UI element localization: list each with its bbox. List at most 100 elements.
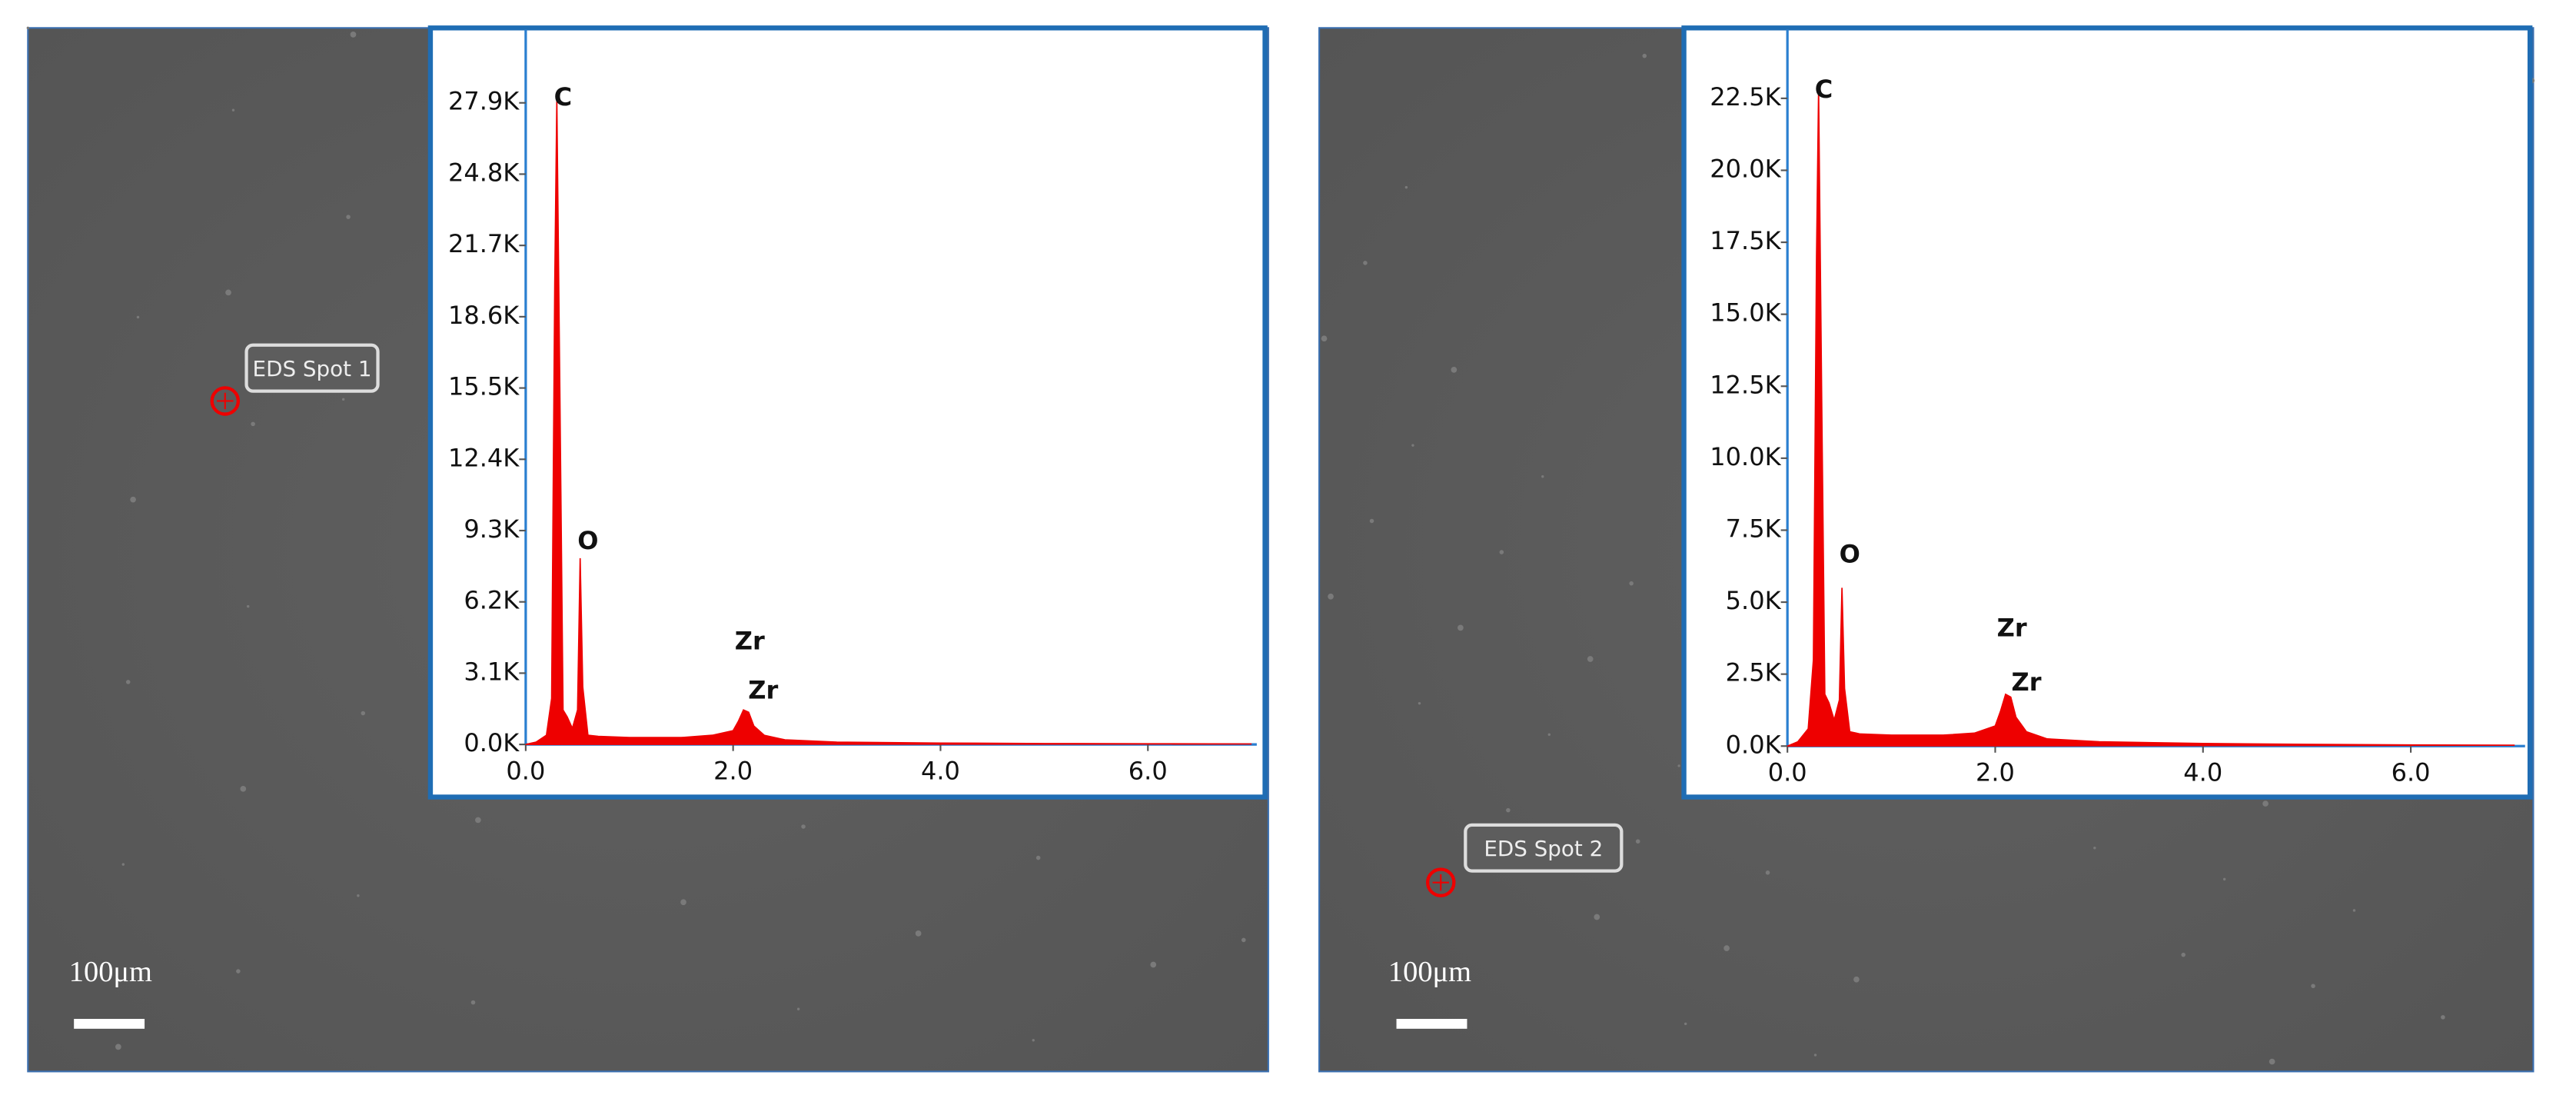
sem-speck — [1418, 701, 1421, 705]
sem-speck — [115, 1043, 121, 1050]
sem-speck — [225, 289, 231, 296]
y-tick-label: 12.5K — [1710, 370, 1781, 399]
peak-label: Zr — [1997, 614, 2027, 643]
sem-speck — [357, 894, 360, 897]
peak-label: C — [554, 82, 573, 111]
peak-label: O — [1840, 539, 1860, 568]
x-tick-label: 4.0 — [921, 756, 960, 785]
peak-label: Zr — [2012, 667, 2042, 697]
sem-speck — [1328, 593, 1334, 600]
sem-speck — [1241, 937, 1246, 943]
sem-speck — [915, 930, 922, 937]
y-tick-label: 20.0K — [1710, 154, 1781, 183]
sem-speck — [1547, 733, 1551, 737]
sem-speck — [125, 680, 131, 684]
y-tick-label: 17.5K — [1710, 226, 1781, 255]
sem-speck — [246, 604, 250, 608]
sem-speck — [2093, 847, 2096, 850]
y-tick-label: 24.8K — [448, 158, 520, 187]
sem-speck — [2311, 984, 2315, 989]
y-tick-label: 0.0K — [464, 728, 520, 757]
sem-speck — [680, 899, 686, 906]
x-tick-label: 6.0 — [2392, 758, 2431, 787]
sem-speck — [121, 863, 125, 866]
sem-speck — [26, 26, 30, 30]
spot-label: EDS Spot 2 — [1484, 836, 1603, 861]
y-tick-label: 10.0K — [1710, 442, 1781, 471]
y-tick-label: 27.9K — [448, 87, 520, 116]
y-tick-label: 15.5K — [448, 372, 520, 401]
sem-speck — [1363, 261, 1368, 265]
sem-speck — [350, 32, 357, 38]
y-tick-label: 9.3K — [464, 514, 520, 544]
sem-speck — [1404, 185, 1408, 189]
spectrum-inset — [427, 25, 1268, 800]
sem-speck — [1499, 550, 1504, 554]
sem-speck — [1853, 976, 1860, 983]
spot-marker — [210, 386, 241, 416]
sem-speck — [796, 1007, 800, 1010]
y-tick-label: 2.5K — [1726, 658, 1782, 687]
sem-speck — [240, 785, 247, 792]
sem-speck — [136, 315, 140, 319]
x-tick-label: 4.0 — [2183, 758, 2222, 787]
y-tick-label: 18.6K — [448, 301, 520, 330]
sem-speck — [2222, 877, 2226, 881]
sem-speck — [1813, 1053, 1817, 1057]
spot-label-box — [244, 343, 380, 393]
sem-speck — [1684, 1022, 1687, 1026]
sem-speck — [361, 711, 366, 716]
sem-speck — [1541, 475, 1544, 478]
y-tick-label: 22.5K — [1710, 82, 1781, 111]
scale-bar — [74, 1019, 145, 1029]
sem-speck — [1411, 444, 1414, 447]
peak-label: C — [1815, 75, 1833, 104]
sem-speck — [2441, 1015, 2445, 1020]
y-tick-label: 7.5K — [1726, 514, 1782, 543]
peak-label: O — [577, 526, 598, 555]
spot-label: EDS Spot 1 — [253, 356, 372, 381]
y-tick-label: 0.0K — [1726, 730, 1782, 759]
sem-speck — [130, 496, 136, 503]
y-tick-label: 3.1K — [464, 657, 520, 686]
x-tick-label: 0.0 — [506, 756, 545, 785]
sem-speck — [1032, 1039, 1035, 1042]
sem-speck — [1321, 335, 1328, 342]
sem-speck — [1642, 53, 1647, 58]
y-tick-label: 6.2K — [464, 586, 520, 615]
y-tick-label: 15.0K — [1710, 298, 1781, 328]
scale-bar — [1396, 1019, 1467, 1029]
sem-speck — [2181, 952, 2186, 957]
sem-speck — [2352, 909, 2356, 912]
sem-speck — [1629, 581, 1634, 586]
sem-speck — [1677, 764, 1680, 767]
sem-speck — [2262, 800, 2269, 807]
peak-label: Zr — [735, 627, 765, 656]
sem-speck — [801, 824, 806, 829]
sem-speck — [1587, 656, 1594, 662]
sem-speck — [341, 398, 345, 401]
y-tick-label: 5.0K — [1726, 586, 1782, 615]
scale-label: 100μm — [1388, 956, 1471, 988]
sem-speck — [231, 108, 235, 111]
sem-speck — [1369, 518, 1374, 524]
sem-speck — [2269, 1058, 2275, 1065]
x-tick-label: 2.0 — [1976, 758, 2015, 787]
sem-speck — [1035, 855, 1041, 860]
spectrum — [525, 100, 1252, 745]
spot-label-box — [1464, 823, 1624, 873]
x-tick-label: 2.0 — [713, 756, 753, 785]
x-tick-label: 0.0 — [1768, 758, 1807, 787]
sem-speck — [1635, 839, 1640, 844]
sem-speck — [475, 817, 481, 824]
sem-speck — [1458, 624, 1464, 631]
sem-speck — [470, 1000, 476, 1005]
spectrum-inset — [1681, 25, 2533, 800]
sem-speck — [236, 969, 241, 974]
scale-label: 100μm — [69, 956, 152, 988]
peak-label: Zr — [748, 676, 778, 705]
y-tick-label: 12.4K — [448, 443, 520, 472]
sem-speck — [251, 421, 255, 427]
sem-speck — [1723, 945, 1730, 951]
